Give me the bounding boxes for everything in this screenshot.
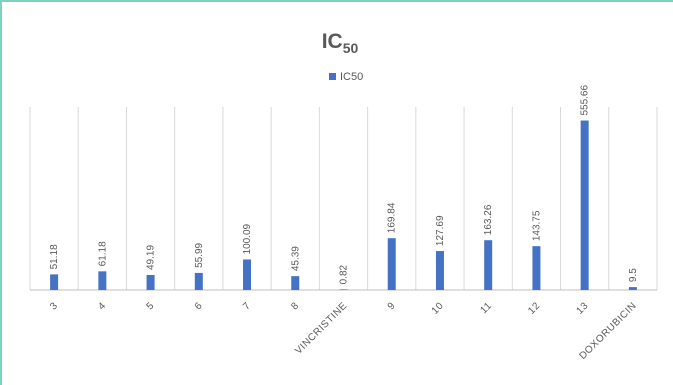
category-label: 9 — [386, 300, 398, 312]
category-label: 6 — [193, 300, 205, 312]
data-label: 9.5 — [628, 268, 639, 282]
data-label: 61.18 — [97, 241, 108, 266]
data-label: 555.66 — [580, 84, 591, 115]
data-label: 55.99 — [194, 242, 205, 267]
data-label: 0.82 — [339, 264, 350, 284]
gridlines — [29, 107, 658, 290]
bar — [435, 251, 444, 290]
data-label: 143.75 — [531, 210, 542, 241]
bar — [291, 276, 300, 290]
category-label: 5 — [145, 300, 157, 312]
data-label: 51.18 — [49, 244, 60, 269]
bar — [580, 120, 589, 290]
bar — [484, 240, 493, 290]
category-label: VINCRISTINE — [293, 300, 349, 356]
category-label: 4 — [96, 300, 108, 312]
bar — [194, 272, 203, 290]
category-label: 7 — [241, 300, 253, 312]
bar — [98, 271, 107, 290]
bar — [50, 274, 59, 290]
bar — [243, 259, 252, 290]
chart-title-subscript: 50 — [343, 40, 359, 56]
value-labels: 51.18 61.18 49.19 55.99 100.09 45.39 0.82 169.8… — [49, 84, 639, 284]
data-label: 49.19 — [146, 245, 157, 270]
chart-title: IC50 — [322, 30, 359, 56]
category-label: 3 — [48, 300, 60, 312]
legend-swatch — [329, 73, 336, 80]
data-label: 163.26 — [483, 204, 494, 235]
category-label: 11 — [478, 300, 494, 316]
bar — [146, 274, 155, 290]
category-label: 10 — [430, 300, 446, 316]
bar — [628, 287, 637, 290]
bars — [50, 120, 637, 290]
legend: IC50 — [329, 71, 363, 83]
bar — [387, 238, 396, 290]
category-label: 8 — [289, 300, 301, 312]
legend-label: IC50 — [340, 71, 363, 83]
chart-title-main: IC — [322, 30, 343, 53]
bar — [339, 289, 348, 290]
category-label: 12 — [526, 300, 542, 316]
data-label: 100.09 — [242, 223, 253, 254]
data-label: 45.39 — [290, 246, 301, 271]
category-label: 13 — [574, 300, 590, 316]
data-label: 169.84 — [387, 202, 398, 233]
data-label: 127.69 — [435, 215, 446, 246]
bar — [532, 246, 541, 290]
